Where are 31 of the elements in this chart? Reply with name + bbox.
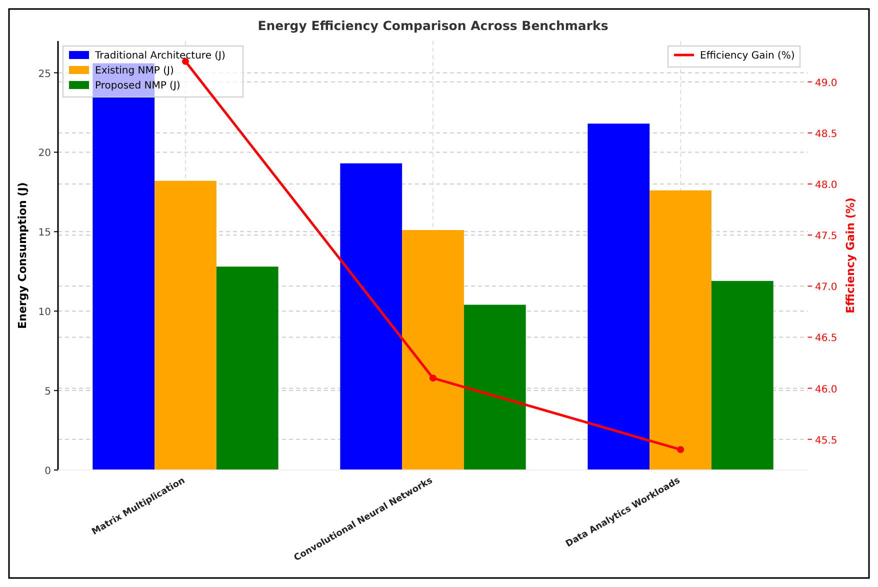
legend-label: Proposed NMP (J) bbox=[95, 80, 180, 92]
legend-label: Existing NMP (J) bbox=[95, 66, 174, 76]
y-tick-label: 15 bbox=[38, 228, 51, 239]
y2-tick-label: 49.0 bbox=[815, 78, 838, 89]
y2-tick-label: 47.5 bbox=[815, 231, 838, 242]
y2-tick-label: 48.5 bbox=[815, 128, 838, 140]
y2-tick-label: 48.0 bbox=[815, 180, 838, 191]
bar bbox=[216, 266, 278, 470]
y-tick-label: 20 bbox=[38, 148, 51, 160]
bar bbox=[402, 230, 464, 470]
y-tick-label: 25 bbox=[38, 68, 51, 80]
legend-label: Efficiency Gain (%) bbox=[700, 50, 795, 62]
bar bbox=[340, 163, 402, 470]
legend-label: Traditional Architecture (J) bbox=[94, 50, 226, 62]
bar bbox=[650, 190, 712, 470]
y-tick-label: 5 bbox=[44, 386, 51, 398]
bar bbox=[464, 304, 526, 470]
y-axis-title: Energy Consumption (J) bbox=[16, 182, 29, 329]
chart-title: Energy Efficiency Comparison Across Benchmarks bbox=[258, 18, 608, 33]
bar bbox=[711, 280, 774, 470]
point bbox=[677, 446, 684, 454]
y-tick-label: 0 bbox=[44, 466, 51, 477]
y2-tick-label: 45.5 bbox=[815, 435, 838, 446]
bar bbox=[588, 124, 650, 470]
y2-tick-label: 47.0 bbox=[815, 282, 838, 294]
bar bbox=[154, 180, 216, 470]
point bbox=[430, 374, 436, 382]
y2-tick-label: 46.5 bbox=[815, 333, 838, 344]
y2-axis-title: Efficiency Gain (%) bbox=[844, 198, 857, 314]
y2-tick-label: 46.0 bbox=[815, 384, 838, 396]
y-tick-label: 10 bbox=[38, 307, 51, 318]
